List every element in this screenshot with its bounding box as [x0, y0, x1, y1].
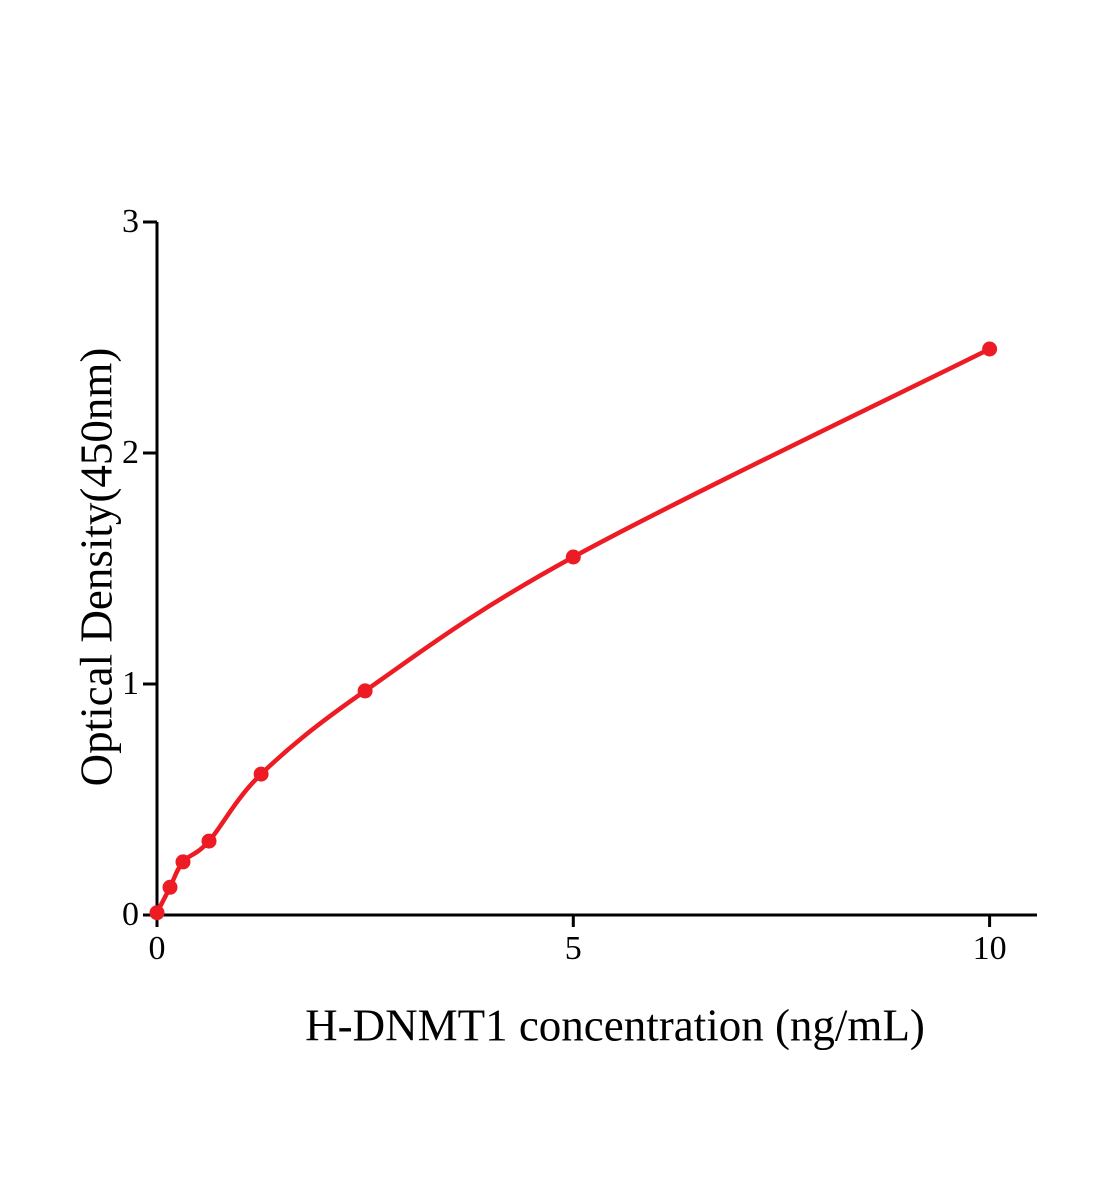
data-point-marker [175, 854, 191, 870]
y-tick-label: 1 [122, 665, 139, 702]
y-tick-label: 2 [122, 434, 139, 471]
data-point-marker [149, 905, 165, 921]
data-point-marker [201, 833, 217, 849]
axes [155, 222, 1037, 917]
data-point-marker [982, 341, 998, 357]
y-tick-label: 3 [122, 203, 139, 240]
fitted-curve-line [154, 346, 992, 915]
x-tick-label: 0 [148, 930, 166, 967]
x-tick-label: 10 [972, 930, 1007, 967]
x-axis-title: H-DNMT1 concentration (ng/mL) [305, 1000, 925, 1051]
data-point-marker [565, 549, 581, 565]
x-tick-label: 5 [564, 930, 582, 967]
y-tick-label: 0 [122, 896, 139, 933]
data-point-marker [162, 879, 178, 895]
data-point-marker [253, 766, 269, 782]
axis-ticks [143, 220, 992, 927]
data-points [149, 341, 998, 921]
y-axis-title: Optical Density(450nm) [71, 347, 122, 787]
data-point-marker [357, 683, 373, 699]
